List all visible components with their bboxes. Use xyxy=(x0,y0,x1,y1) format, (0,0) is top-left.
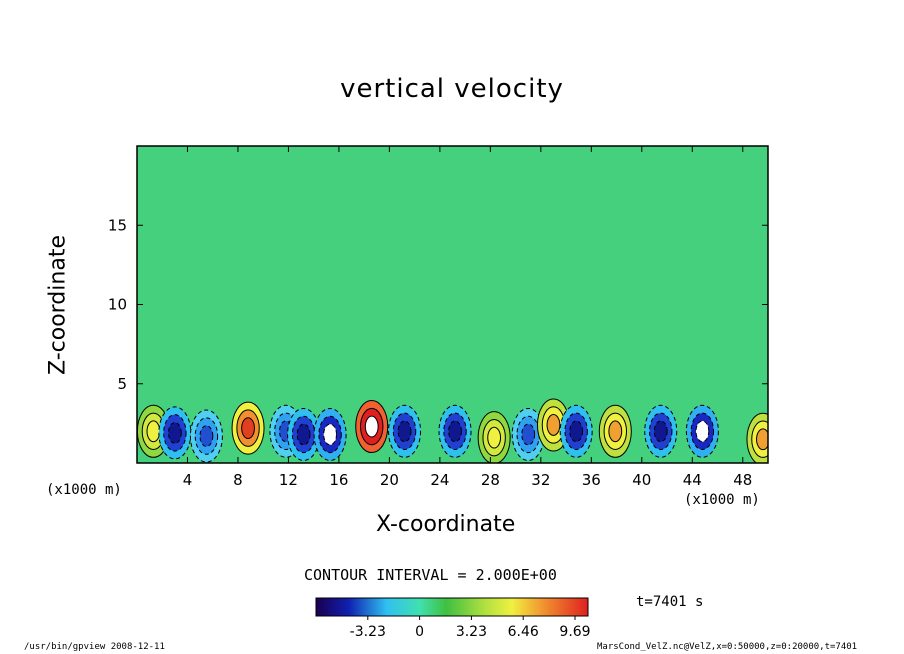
contour-ring xyxy=(199,425,214,447)
x-tick-label: 32 xyxy=(531,471,550,489)
colorbar-tick-label: 9.69 xyxy=(559,624,590,640)
contour-ring xyxy=(608,420,623,443)
colorbar: -3.23 0 3.23 6.46 9.69 xyxy=(315,597,591,640)
x-tick-label: 44 xyxy=(683,471,702,489)
velocity-cell xyxy=(158,406,192,460)
velocity-cell xyxy=(287,407,321,461)
contour-ring xyxy=(521,423,536,446)
velocity-cell xyxy=(536,398,570,452)
contour-ring xyxy=(448,420,462,443)
x-unit-right: (x1000 m) xyxy=(684,492,760,508)
velocity-cell xyxy=(388,404,422,458)
velocity-cell xyxy=(559,404,593,458)
x-tick-label: 24 xyxy=(430,471,449,489)
velocity-field xyxy=(137,146,768,463)
velocity-cell xyxy=(598,404,632,458)
x-tick-label: 16 xyxy=(329,471,348,489)
contour-ring xyxy=(546,414,561,436)
velocity-cell xyxy=(477,411,511,463)
velocity-cell xyxy=(746,412,768,463)
colorbar-tick-label: -3.23 xyxy=(350,624,386,640)
velocity-cell xyxy=(511,407,545,461)
y-tick-label: 10 xyxy=(108,296,127,314)
x-tick-label: 40 xyxy=(632,471,651,489)
x-tick-label: 4 xyxy=(183,471,193,489)
colorbar-tick-label: 3.23 xyxy=(456,624,487,640)
contour-ring xyxy=(241,417,255,440)
velocity-cell xyxy=(438,404,472,458)
contour-ring xyxy=(756,428,768,451)
velocity-cell xyxy=(685,404,719,458)
footer-left: /usr/bin/gpview 2008-12-11 xyxy=(24,642,165,652)
contour-ring xyxy=(146,420,161,443)
contour-interval: CONTOUR INTERVAL = 2.000E+00 xyxy=(304,566,557,584)
contour-ring xyxy=(296,423,311,446)
contour-ring xyxy=(569,420,584,443)
x-tick-label: 36 xyxy=(582,471,601,489)
contour-ring xyxy=(695,420,710,443)
x-tick-label: 48 xyxy=(733,471,752,489)
contour-ring xyxy=(167,421,182,444)
footer-right: MarsCond_VelZ.nc@VelZ,x=0:50000,z=0:2000… xyxy=(597,642,858,652)
x-axis: 4 8 12 16 20 24 28 32 36 40 44 48 xyxy=(183,146,752,489)
colorbar-gradient xyxy=(315,597,589,617)
contour-ring xyxy=(487,426,502,449)
contour-ring xyxy=(653,420,668,443)
x-tick-label: 8 xyxy=(233,471,243,489)
contour-ring xyxy=(364,415,379,438)
time-label: t=7401 s xyxy=(636,594,704,610)
contour-ring xyxy=(323,423,337,446)
x-unit-left: (x1000 m) xyxy=(46,482,122,498)
velocity-cell xyxy=(189,409,223,463)
x-tick-label: 20 xyxy=(380,471,399,489)
velocity-cell xyxy=(313,407,347,461)
chart-title: vertical velocity xyxy=(340,74,564,104)
colorbar-tick-label: 0 xyxy=(415,624,424,640)
x-tick-label: 28 xyxy=(481,471,500,489)
velocity-cell xyxy=(644,404,678,458)
y-axis: 5 10 15 xyxy=(108,216,768,393)
x-tick-label: 12 xyxy=(279,471,298,489)
contour-ring xyxy=(397,420,412,443)
velocity-cell xyxy=(231,401,265,455)
x-axis-label: X-coordinate xyxy=(376,512,516,537)
colorbar-tick-label: 6.46 xyxy=(508,624,539,640)
y-tick-label: 5 xyxy=(117,375,127,393)
velocity-cell xyxy=(355,400,389,454)
y-axis-label: Z-coordinate xyxy=(45,235,71,375)
y-tick-label: 15 xyxy=(108,216,127,234)
